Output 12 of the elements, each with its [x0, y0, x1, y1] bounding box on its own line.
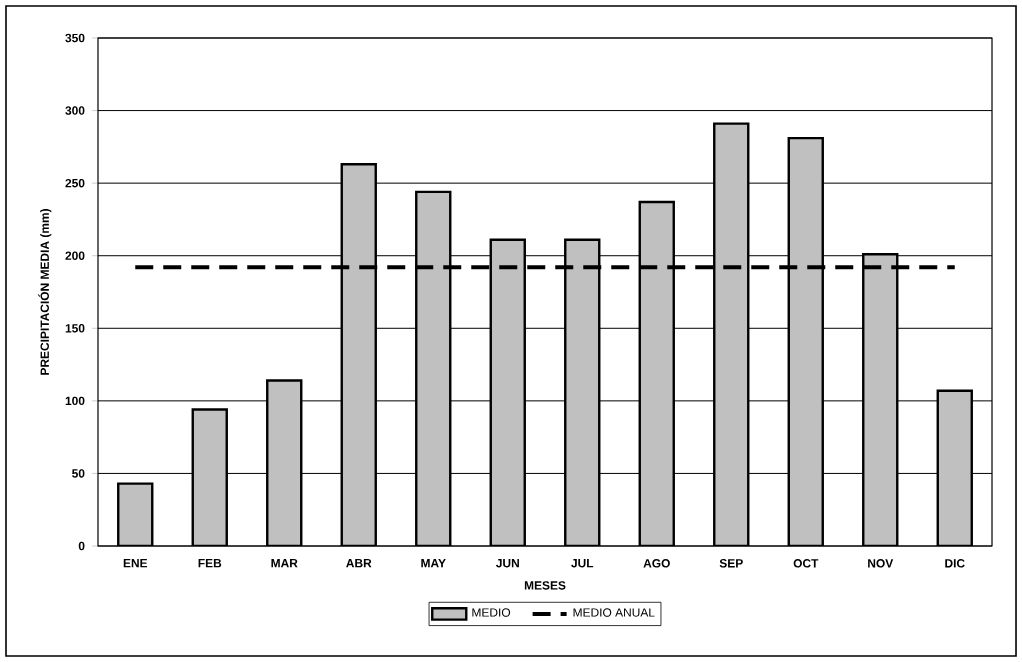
bar: [787, 136, 824, 546]
bar: [117, 482, 154, 546]
bar: [862, 253, 899, 546]
bar: [340, 163, 377, 546]
bar: [489, 238, 526, 546]
bar: [191, 408, 228, 546]
bar: [415, 190, 452, 546]
bar: [713, 122, 750, 546]
bar: [266, 379, 303, 546]
bar: [638, 200, 675, 546]
bar: [936, 389, 973, 546]
bar: [564, 238, 601, 546]
